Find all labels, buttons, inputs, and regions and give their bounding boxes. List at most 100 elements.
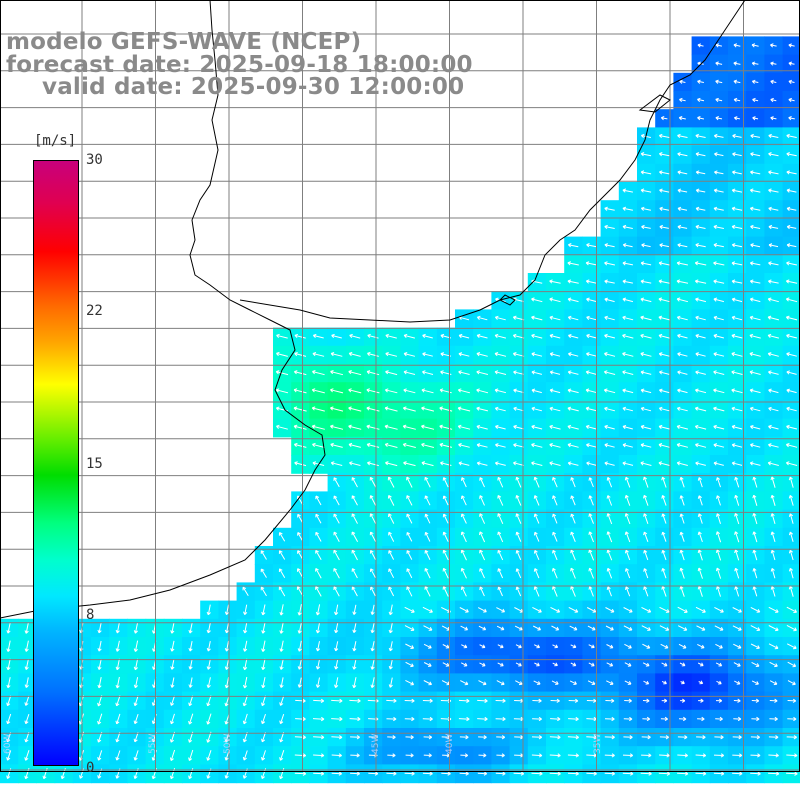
wind-arrow [625, 568, 631, 579]
wind-arrow [786, 606, 798, 613]
wind-arrow [733, 662, 741, 667]
wind-arrow [387, 476, 395, 488]
wind-arrow [460, 549, 467, 561]
wind-arrow [640, 297, 652, 303]
wind-arrow [677, 388, 688, 394]
wind-arrow [586, 461, 597, 466]
wind-arrow [6, 750, 12, 761]
wind-arrow [604, 333, 616, 339]
wind-arrow [439, 424, 453, 430]
wind-arrow [624, 531, 631, 543]
wind-arrow [334, 677, 339, 689]
wind-arrow [497, 662, 504, 667]
wind-arrow [495, 424, 506, 430]
wind-arrow [442, 531, 449, 542]
wind-arrow [767, 333, 780, 339]
wind-arrow [442, 644, 450, 649]
wind-arrow [732, 170, 742, 175]
wind-arrow [604, 424, 615, 430]
wind-arrow [388, 550, 395, 560]
wind-arrow [531, 333, 543, 339]
wind-arrow [697, 662, 704, 667]
wind-arrow [770, 586, 776, 597]
wind-arrow [660, 643, 669, 649]
wind-arrow [313, 735, 325, 740]
wind-arrow [713, 406, 725, 412]
wind-arrow [586, 771, 597, 776]
grid-label: 55W [148, 734, 158, 754]
wind-arrow [731, 224, 743, 230]
wind-speed-cells [0, 36, 800, 784]
wind-arrow [769, 680, 778, 686]
wind-arrow [406, 476, 413, 488]
wind-arrow [695, 188, 706, 193]
wind-arrow [788, 531, 794, 542]
wind-arrow [749, 388, 761, 394]
wind-arrow [461, 495, 467, 506]
wind-arrow [461, 644, 468, 649]
wind-arrow [676, 297, 689, 303]
wind-arrow [787, 661, 797, 668]
wind-arrow [402, 442, 416, 448]
wind-arrow [677, 170, 688, 175]
wind-arrow [333, 586, 340, 597]
wind-arrow [531, 443, 543, 448]
wind-arrow [658, 443, 670, 448]
wind-arrow [640, 771, 652, 776]
wind-arrow [549, 388, 561, 394]
wind-arrow [676, 461, 688, 466]
wind-arrow [695, 443, 707, 448]
wind-arrow [622, 406, 634, 412]
wind-arrow [588, 477, 594, 488]
wind-arrow [659, 170, 670, 175]
island-outline [638, 94, 671, 113]
wind-arrow [424, 476, 431, 488]
wind-arrow [733, 61, 741, 66]
wind-arrow [713, 297, 725, 303]
wind-arrow [697, 513, 703, 524]
wind-arrow [623, 607, 633, 613]
wind-arrow [658, 771, 671, 776]
wind-arrow [494, 461, 506, 466]
wind-arrow [677, 606, 688, 613]
wind-arrow [676, 315, 688, 321]
wind-arrow [697, 116, 705, 121]
wind-arrow [770, 513, 776, 525]
wind-arrow [479, 531, 486, 543]
wind-arrow [476, 443, 488, 448]
wind-arrow [551, 625, 560, 631]
wind-arrow [366, 406, 380, 412]
wind-arrow [404, 716, 415, 722]
wind-arrow [713, 224, 724, 230]
wind-arrow [752, 97, 759, 103]
wind-arrow [750, 735, 760, 740]
wind-arrow [770, 494, 776, 506]
wind-arrow [423, 753, 432, 758]
wind-arrow [476, 388, 489, 394]
wind-arrow [695, 606, 706, 613]
wind-arrow [714, 170, 724, 175]
colorbar-tick-0: 0 [86, 760, 95, 776]
wind-arrow [366, 388, 380, 394]
wind-arrow [330, 352, 343, 357]
wind-arrow [570, 585, 576, 597]
wind-arrow [333, 513, 340, 524]
wind-arrow [331, 333, 342, 339]
wind-arrow [348, 424, 362, 430]
wind-arrow [587, 625, 596, 631]
wind-arrow [622, 261, 633, 266]
grid-labels: 60W 55W 50W 45W 40W 35W [3, 734, 603, 754]
wind-arrow [459, 735, 469, 740]
wind-arrow [552, 567, 558, 579]
wind-arrow [531, 352, 543, 357]
wind-arrow [206, 641, 211, 652]
wind-arrow [349, 333, 361, 339]
wind-arrow [625, 586, 631, 597]
wind-arrow [494, 333, 507, 339]
wind-arrow [695, 334, 706, 339]
wind-arrow [567, 297, 579, 303]
wind-arrow [697, 477, 703, 488]
wind-arrow [313, 771, 325, 776]
wind-arrow [224, 622, 230, 634]
wind-arrow [384, 388, 398, 394]
